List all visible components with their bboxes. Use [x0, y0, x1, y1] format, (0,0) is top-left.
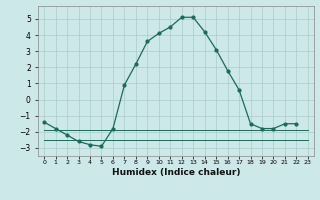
X-axis label: Humidex (Indice chaleur): Humidex (Indice chaleur) — [112, 168, 240, 177]
